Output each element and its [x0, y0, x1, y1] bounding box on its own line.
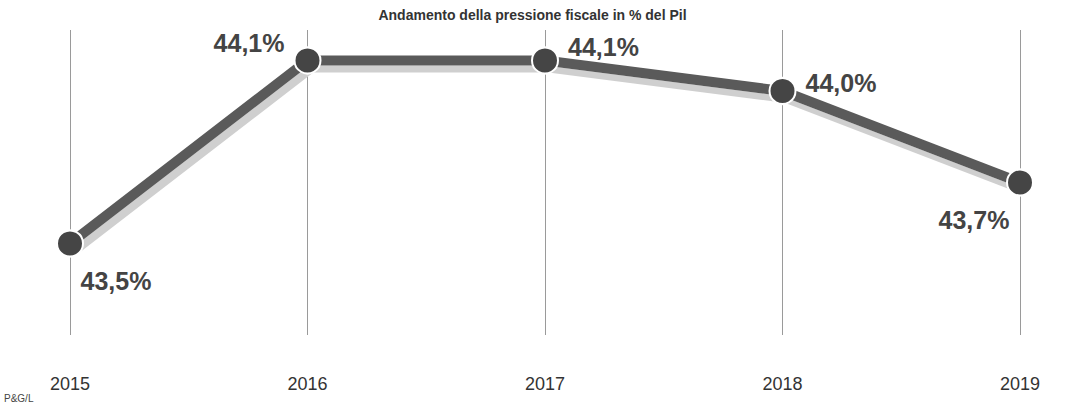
svg-text:2015: 2015 — [50, 374, 90, 394]
svg-text:2019: 2019 — [1000, 374, 1040, 394]
svg-text:44,0%: 44,0% — [806, 69, 877, 97]
svg-text:2016: 2016 — [287, 374, 327, 394]
svg-text:44,1%: 44,1% — [568, 33, 639, 61]
svg-text:43,7%: 43,7% — [939, 206, 1010, 234]
svg-text:2018: 2018 — [762, 374, 802, 394]
svg-text:43,5%: 43,5% — [81, 267, 152, 295]
svg-text:P&G/L: P&G/L — [4, 393, 34, 404]
svg-text:2017: 2017 — [525, 374, 565, 394]
svg-text:Andamento della pressione fisc: Andamento della pressione fiscale in % d… — [378, 7, 686, 23]
svg-text:44,1%: 44,1% — [214, 29, 285, 57]
